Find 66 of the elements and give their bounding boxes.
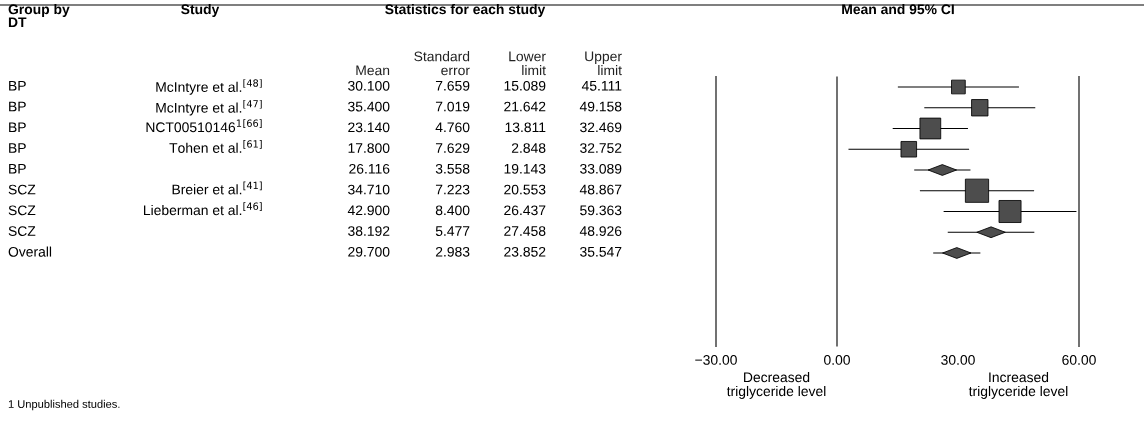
text: Breier et al.$^{[41]}$ bbox=[172, 181, 262, 195]
text: 15.089 bbox=[504, 80, 546, 91]
text: 26.437 bbox=[504, 205, 546, 216]
text: 3.558 bbox=[435, 163, 470, 174]
text: 27.458 bbox=[504, 226, 546, 236]
text: 1 Unpublished studies. bbox=[8, 399, 120, 411]
text: 59.363 bbox=[580, 205, 622, 216]
text: McIntyre et al.$^{[48]}$ bbox=[156, 79, 262, 95]
chart-title: Mean and 95% CI bbox=[842, 4, 954, 15]
text: 45.111 bbox=[581, 81, 622, 91]
text: 13.811 bbox=[505, 122, 546, 133]
text: McIntyre et al.$^{[47]}$ bbox=[156, 99, 262, 116]
category-label: Standard error bbox=[414, 51, 470, 76]
text: 33.089 bbox=[580, 163, 622, 174]
text: 35.400 bbox=[348, 101, 390, 112]
category-label: Group by DT bbox=[8, 4, 70, 28]
x-tick-label: −30.00 bbox=[695, 355, 737, 365]
text: Statistics for each study bbox=[385, 4, 546, 17]
text: NCT00510146$^{1[66]}$ bbox=[146, 119, 262, 133]
text: BP bbox=[9, 101, 26, 112]
text: 48.926 bbox=[579, 226, 622, 236]
category-label: Upper limit bbox=[585, 51, 622, 76]
text: 2.848 bbox=[511, 143, 546, 153]
category-label: Study bbox=[181, 4, 220, 17]
text: 21.642 bbox=[504, 101, 546, 112]
text: 4.760 bbox=[435, 122, 470, 133]
category-label: Lower limit bbox=[509, 51, 546, 76]
text: 23.852 bbox=[504, 246, 546, 257]
x-tick-label: 0.00 bbox=[824, 355, 850, 365]
text: 7.019 bbox=[435, 101, 470, 112]
text: SCZ bbox=[8, 205, 36, 216]
text: SCZ bbox=[8, 226, 36, 236]
category-label: Mean bbox=[356, 65, 390, 76]
text: 7.223 bbox=[435, 184, 470, 195]
text: BP bbox=[9, 81, 26, 91]
text: Tohen et al.$^{[61]}$ bbox=[169, 140, 262, 153]
text: 32.752 bbox=[580, 143, 622, 153]
text: Overall bbox=[8, 246, 52, 257]
text: 42.900 bbox=[347, 205, 390, 216]
x-tick-label: 60.00 bbox=[1062, 355, 1096, 365]
text: 23.140 bbox=[348, 122, 390, 133]
text: 2.983 bbox=[435, 246, 470, 257]
text: 5.477 bbox=[435, 226, 470, 236]
text: 7.629 bbox=[435, 143, 470, 153]
text: Lieberman et al.$^{[46]}$ bbox=[144, 202, 262, 216]
text: 48.867 bbox=[579, 184, 622, 195]
text: 17.800 bbox=[348, 143, 390, 153]
text: BP bbox=[9, 122, 26, 133]
text: 20.553 bbox=[504, 184, 546, 195]
text: BP bbox=[9, 143, 26, 153]
text: Increased triglyceride level bbox=[968, 372, 1068, 399]
text: BP bbox=[9, 164, 26, 174]
text: 30.100 bbox=[348, 80, 390, 91]
text: 38.192 bbox=[348, 226, 390, 236]
text: 19.143 bbox=[504, 163, 546, 174]
text: 32.469 bbox=[580, 122, 622, 133]
text: 49.158 bbox=[579, 101, 622, 112]
text: Decreased triglyceride level bbox=[726, 372, 826, 399]
text: 8.400 bbox=[435, 205, 470, 216]
text: 26.116 bbox=[349, 163, 390, 174]
x-tick-label: 30.00 bbox=[941, 355, 975, 365]
text: 35.547 bbox=[580, 246, 622, 257]
text: 29.700 bbox=[348, 246, 390, 257]
text: 34.710 bbox=[348, 184, 390, 195]
text: 7.659 bbox=[435, 80, 470, 91]
text: SCZ bbox=[8, 184, 36, 195]
